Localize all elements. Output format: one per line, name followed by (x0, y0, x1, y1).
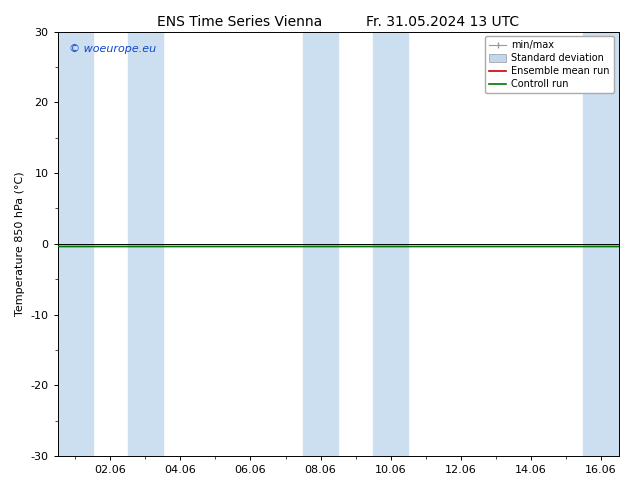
Bar (303, 31, 338, 456)
Bar (373, 31, 408, 456)
Bar (128, 31, 163, 456)
Title: ENS Time Series Vienna          Fr. 31.05.2024 13 UTC: ENS Time Series Vienna Fr. 31.05.2024 13… (157, 15, 519, 29)
Text: © woeurope.eu: © woeurope.eu (69, 44, 156, 54)
Legend: min/max, Standard deviation, Ensemble mean run, Controll run: min/max, Standard deviation, Ensemble me… (485, 36, 614, 93)
Bar (58, 31, 93, 456)
Y-axis label: Temperature 850 hPa (°C): Temperature 850 hPa (°C) (15, 172, 25, 316)
Bar (583, 31, 619, 456)
